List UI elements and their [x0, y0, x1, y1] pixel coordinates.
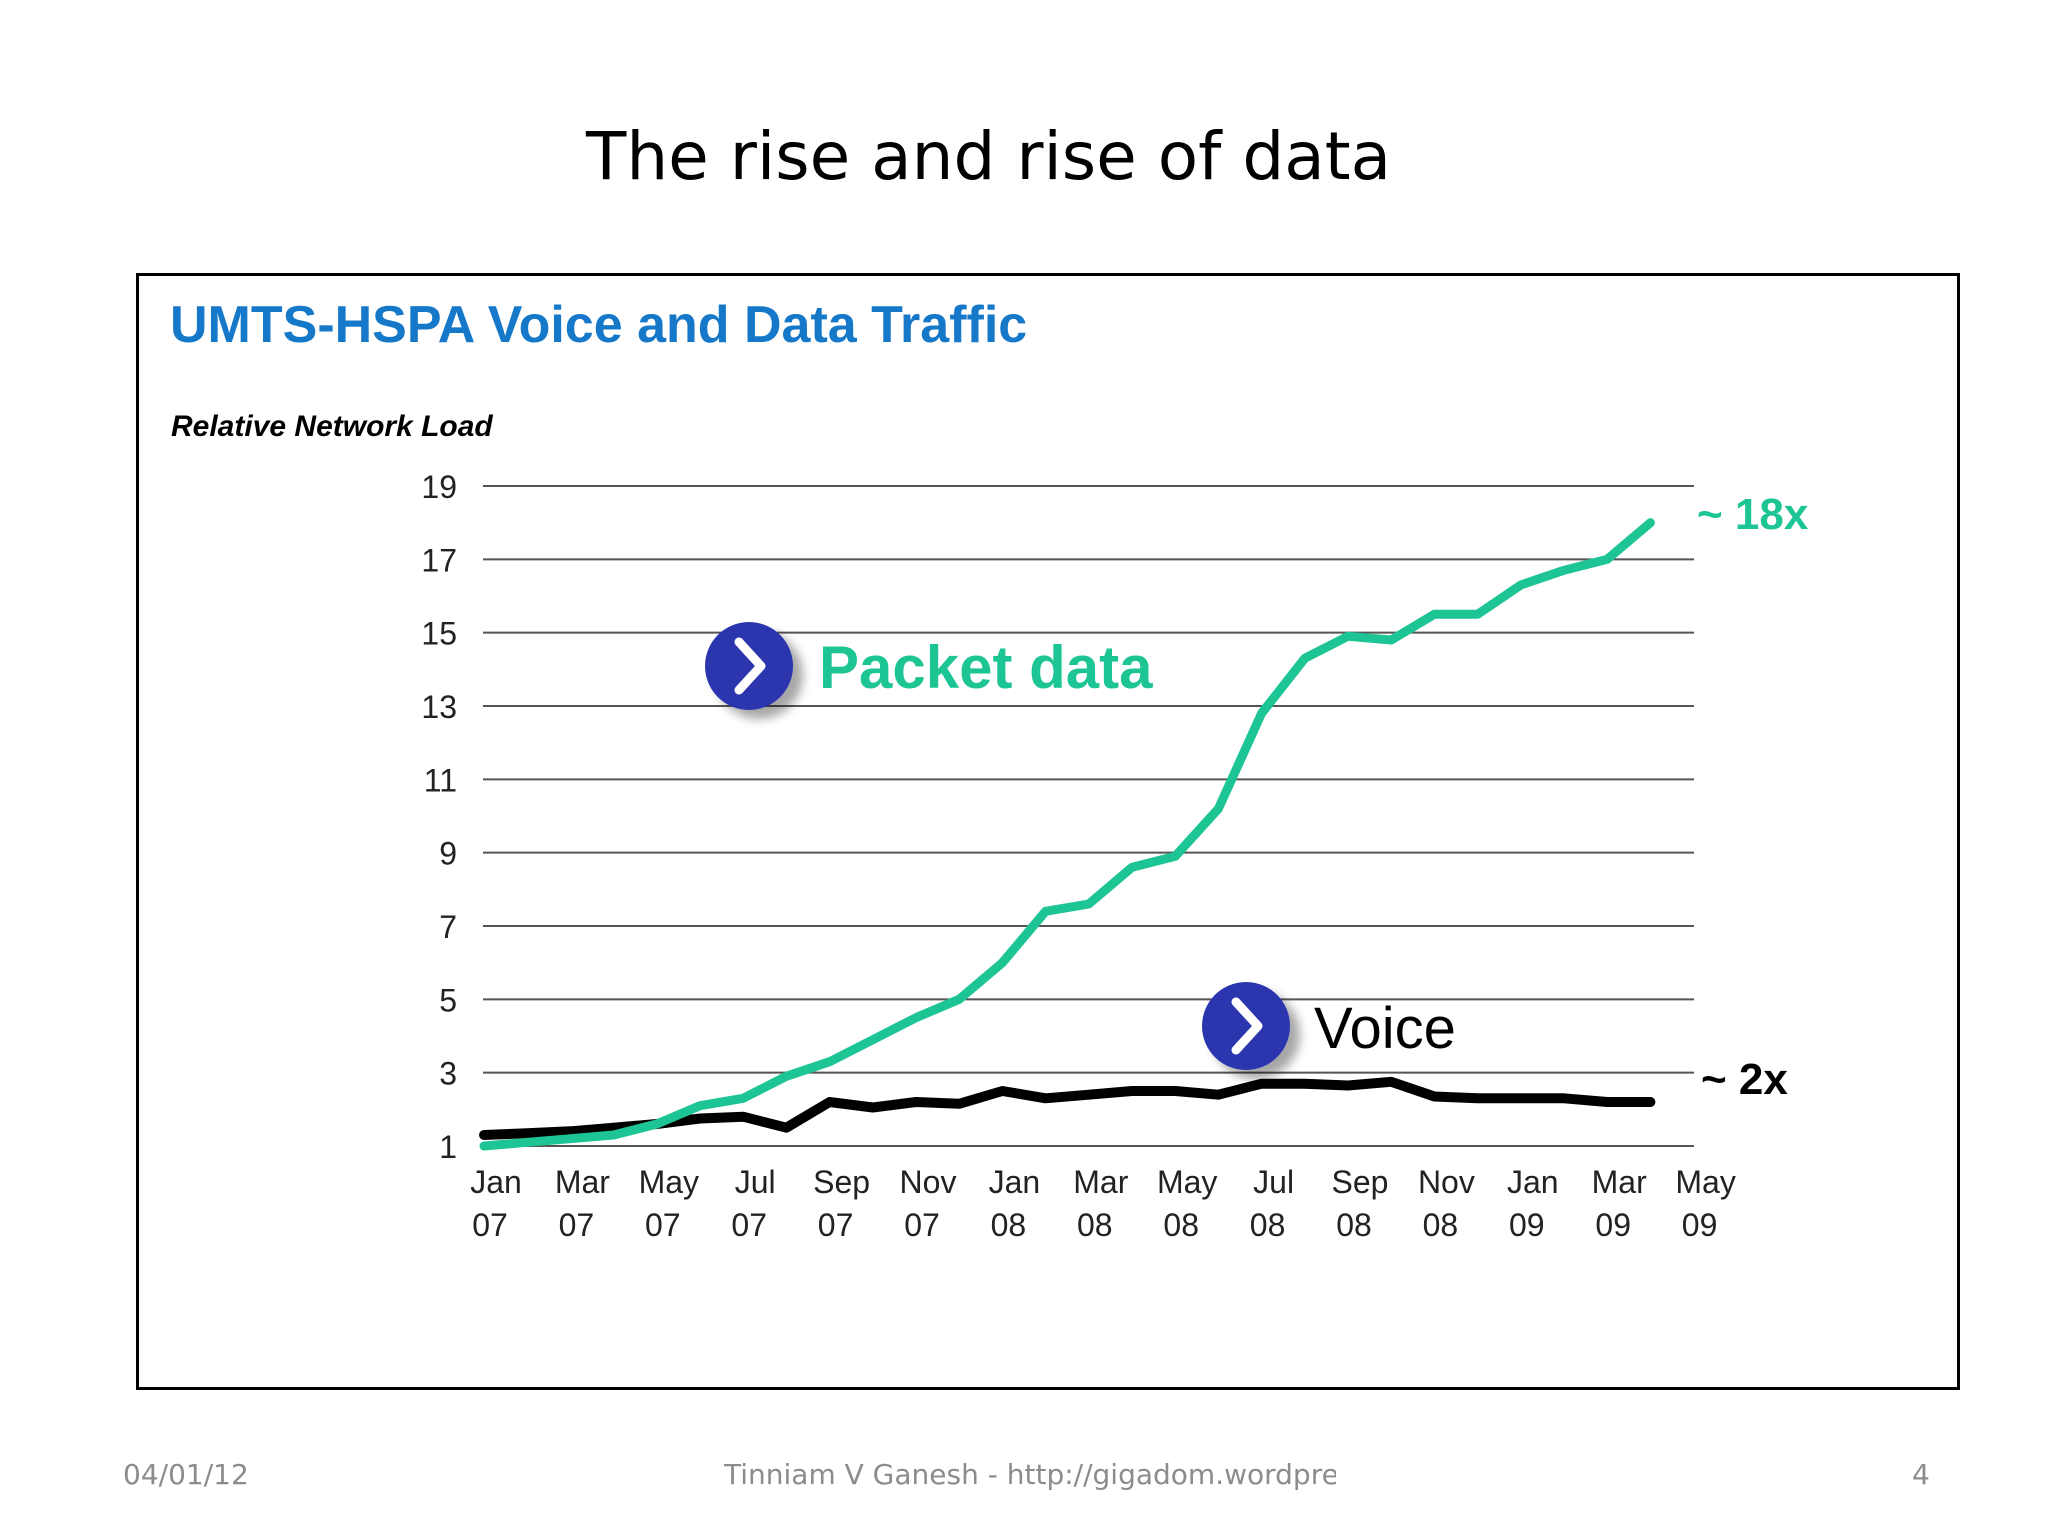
- x-tick-year: 07: [904, 1207, 940, 1243]
- end-label-packet-data: ~ 18x: [1697, 490, 1809, 539]
- y-tick-label: 19: [421, 469, 457, 505]
- footer-author: Tinniam V Ganesh - http://gigadom.wordpr…: [724, 1458, 1336, 1491]
- x-tick-year: 08: [991, 1207, 1027, 1243]
- x-tick-month: May: [1675, 1164, 1735, 1200]
- series-label-packet-data: Packet data: [819, 634, 1153, 701]
- chart-frame: UMTS-HSPA Voice and Data Traffic Relativ…: [136, 273, 1960, 1390]
- x-tick-month: Jul: [735, 1164, 776, 1200]
- x-tick-year: 08: [1077, 1207, 1113, 1243]
- x-tick-month: Jan: [470, 1164, 522, 1200]
- x-tick-year: 07: [645, 1207, 681, 1243]
- x-tick-month: Nov: [1418, 1164, 1475, 1200]
- y-tick-label: 1: [439, 1129, 457, 1165]
- series-line-packet-data: [479, 518, 1655, 1151]
- footer-date: 04/01/12: [123, 1458, 249, 1491]
- x-tick-month: Sep: [813, 1164, 870, 1200]
- voice-badge: [1202, 982, 1290, 1070]
- y-tick-label: 15: [421, 616, 457, 652]
- x-tick-year: 08: [1250, 1207, 1286, 1243]
- series-line-voice: [479, 1076, 1656, 1140]
- x-tick-year: 08: [1423, 1207, 1459, 1243]
- x-tick-year: 07: [818, 1207, 854, 1243]
- x-tick-month: Sep: [1332, 1164, 1389, 1200]
- y-tick-label: 11: [424, 762, 457, 798]
- x-tick-year: 09: [1595, 1207, 1631, 1243]
- slide-title: The rise and rise of data: [586, 118, 1392, 195]
- x-tick-year: 09: [1682, 1207, 1718, 1243]
- y-tick-label: 17: [421, 542, 457, 578]
- x-tick-month: Mar: [555, 1164, 610, 1200]
- x-tick-month: Jan: [989, 1164, 1041, 1200]
- x-tick-year: 07: [472, 1207, 508, 1243]
- traffic-chart: UMTS-HSPA Voice and Data Traffic Relativ…: [170, 296, 1809, 1243]
- x-tick-month: Jan: [1507, 1164, 1559, 1200]
- x-tick-month: Mar: [1073, 1164, 1128, 1200]
- chevron-right-icon: [734, 637, 766, 695]
- badge-circle: [1202, 982, 1290, 1070]
- x-tick-month: May: [639, 1164, 699, 1200]
- packet-data-badge: [705, 622, 793, 710]
- series-label-voice: Voice: [1314, 996, 1456, 1061]
- y-axis-label: Relative Network Load: [171, 410, 493, 443]
- x-tick-month: May: [1157, 1164, 1217, 1200]
- x-tick-month: Mar: [1592, 1164, 1647, 1200]
- x-tick-month: Nov: [900, 1164, 957, 1200]
- x-tick-year: 08: [1163, 1207, 1199, 1243]
- footer-page-number: 4: [1912, 1458, 1930, 1491]
- x-tick-year: 09: [1509, 1207, 1545, 1243]
- chevron-right-icon: [1231, 997, 1263, 1055]
- y-tick-label: 5: [439, 982, 457, 1018]
- end-label-voice: ~ 2x: [1701, 1055, 1788, 1104]
- x-tick-month: Jul: [1253, 1164, 1294, 1200]
- badge-circle: [705, 622, 793, 710]
- y-tick-label: 3: [439, 1056, 457, 1092]
- x-tick-year: 08: [1336, 1207, 1372, 1243]
- y-tick-label: 7: [439, 909, 457, 945]
- x-tick-year: 07: [559, 1207, 595, 1243]
- x-tick-year: 07: [731, 1207, 767, 1243]
- chart-title: UMTS-HSPA Voice and Data Traffic: [170, 296, 1027, 354]
- y-tick-label: 9: [439, 836, 457, 872]
- y-tick-label: 13: [421, 689, 457, 725]
